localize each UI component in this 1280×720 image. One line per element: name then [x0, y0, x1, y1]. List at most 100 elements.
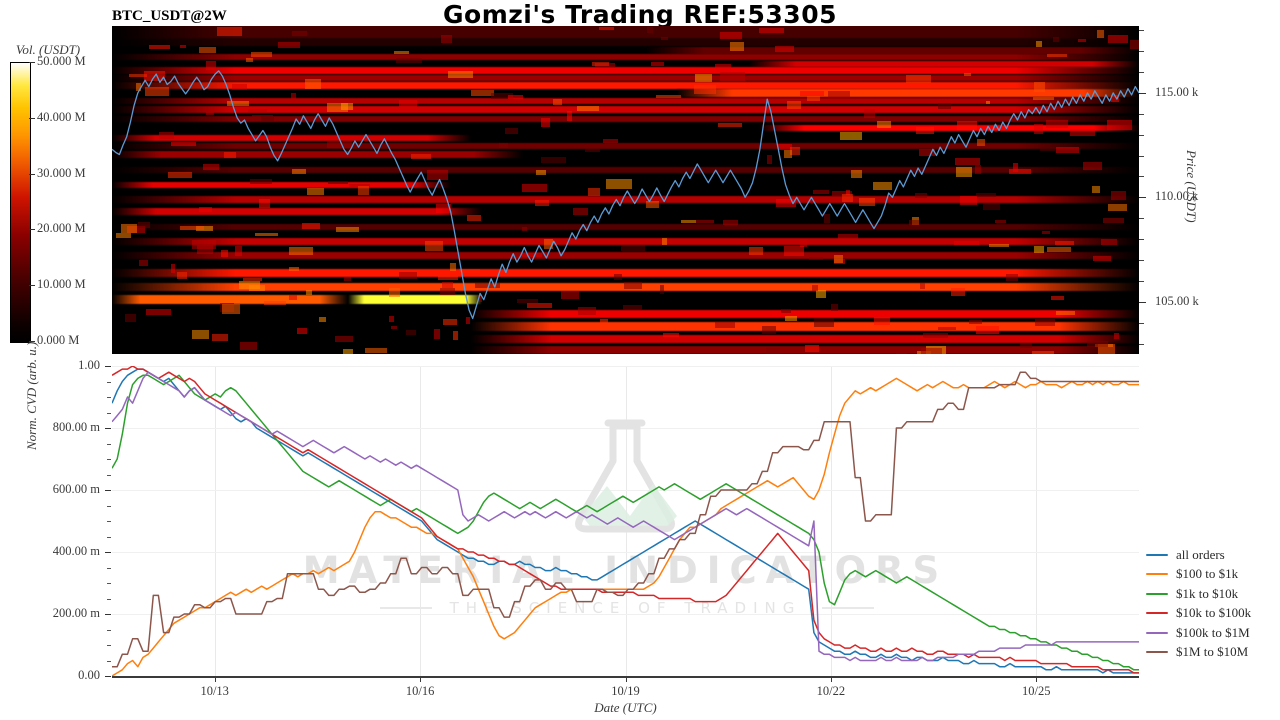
heatmap-cell [192, 329, 209, 339]
date-tick [420, 676, 422, 682]
heatmap-cell [319, 317, 327, 322]
heatmap-cell [177, 271, 188, 279]
heatmap-cell [959, 196, 978, 205]
cvd-line-all-orders [112, 368, 1139, 674]
heatmap-cell [661, 238, 667, 246]
legend-item-100k-to-1m[interactable]: $100k to $1M [1146, 623, 1251, 643]
colorbar-tick-label: 20.000 M [37, 221, 86, 236]
cvd-line-10k-to-100k [112, 366, 1139, 674]
heatmap-cell [1111, 191, 1126, 200]
heatmap-cell [909, 219, 919, 225]
cvd-tick-major [105, 614, 111, 615]
heatmap-cell [748, 246, 764, 256]
price-tick-minor [1139, 239, 1144, 241]
legend-item-100-to-1k[interactable]: $100 to $1k [1146, 565, 1251, 585]
heatmap-cell [398, 272, 418, 280]
date-tick [830, 676, 832, 682]
heatmap-cell [144, 87, 170, 97]
heatmap-cell [1046, 120, 1069, 129]
heatmap-cell [198, 207, 212, 212]
heatmap-cell [766, 347, 781, 354]
heatmap-cell [646, 26, 653, 33]
cvd-line-100-to-1k [112, 377, 1139, 676]
heatmap-cell [146, 308, 171, 315]
heatmap-cell [433, 329, 441, 339]
heatmap-cell [1097, 29, 1105, 38]
heatmap-cell [730, 42, 745, 52]
price-tick-minor [1139, 259, 1144, 261]
heatmap-cell [776, 199, 796, 208]
heatmap-cell [916, 126, 934, 135]
legend[interactable]: all orders $100 to $1k $1k to $10k $10k to … [1146, 545, 1251, 662]
heatmap-cell [239, 281, 260, 289]
cvd-hgrid [112, 614, 1139, 615]
price-tick-minor [1139, 218, 1144, 220]
cvd-tick-minor [107, 459, 111, 460]
heatmap-cell [560, 291, 580, 299]
price-axis-title: Price (USDT) [1184, 150, 1199, 223]
heatmap-cell [264, 301, 287, 305]
heatmap-cell [804, 344, 819, 353]
cvd-tick-minor [107, 381, 111, 383]
heatmap-cell [1047, 247, 1072, 253]
heatmap-cell [567, 111, 572, 121]
heatmap-cell [158, 131, 175, 140]
heatmap-cell [775, 46, 795, 53]
heatmap-cell [777, 143, 793, 150]
heatmap-cell [292, 169, 306, 174]
legend-item-all-orders[interactable]: all orders [1146, 545, 1251, 565]
heatmap-cell [327, 140, 352, 148]
heatmap-band [348, 295, 482, 305]
heatmap-band [471, 335, 1139, 344]
heatmap-cell [985, 101, 991, 105]
page-title: Gomzi's Trading REF:53305 [443, 0, 837, 29]
cvd-tick-label: 800.00 m [52, 420, 100, 434]
heatmap-cell [458, 268, 481, 273]
date-tick [214, 676, 216, 682]
heatmap-cell [956, 120, 977, 131]
heatmap-band [112, 237, 1139, 245]
cvd-chart[interactable]: MATERIAL INDICATORS THE SCIENCE OF TRADI… [112, 366, 1139, 676]
heatmap-cell [845, 189, 850, 196]
heatmap-band [112, 223, 1139, 230]
price-tick-label: 105.00 k [1155, 293, 1199, 308]
heatmap-cell [661, 36, 668, 40]
heatmap-cell [307, 187, 324, 196]
heatmap-cell [651, 62, 664, 67]
heatmap-cell [1107, 34, 1128, 44]
heatmap-cell [405, 330, 417, 335]
heatmap-cell [292, 30, 307, 37]
cvd-vgrid [1036, 366, 1038, 676]
heatmap-cell [239, 341, 257, 350]
heatmap-cell [477, 295, 482, 302]
heatmap-cell [171, 142, 197, 146]
heatmap-cell [767, 155, 773, 164]
price-tick-minor [1139, 71, 1144, 73]
legend-item-1k-to-10k[interactable]: $1k to $10k [1146, 584, 1251, 604]
heatmap-cell [1034, 123, 1043, 134]
heatmap-cell [170, 263, 176, 273]
price-tick-minor [1139, 30, 1144, 32]
heatmap-band [646, 46, 1139, 54]
heatmap-cell [1034, 82, 1045, 92]
heatmap-cell [842, 193, 853, 203]
colorbar-tick-label: 10.000 M [37, 277, 86, 292]
legend-item-10k-to-100k[interactable]: $10k to $100k [1146, 604, 1251, 624]
heatmap-cell [226, 101, 249, 107]
heatmap-cell [1031, 350, 1054, 354]
legend-item-1m-to-10m[interactable]: $1M to $10M [1146, 643, 1251, 663]
heatmap-cell [783, 150, 792, 158]
heatmap-band [112, 106, 1139, 114]
heatmap-cell [896, 353, 907, 354]
heatmap-band [112, 181, 451, 188]
heatmap-cell [1046, 54, 1068, 58]
heatmap-cell [508, 94, 523, 99]
liquidity-heatmap[interactable] [112, 26, 1139, 354]
heatmap-cell [1111, 94, 1120, 103]
price-tick-minor [1139, 322, 1144, 324]
heatmap-cell [242, 277, 262, 281]
heatmap-cell [761, 325, 776, 334]
heatmap-cell [128, 73, 147, 78]
heatmap-cell [799, 238, 807, 248]
heatmap-cell [437, 275, 459, 280]
